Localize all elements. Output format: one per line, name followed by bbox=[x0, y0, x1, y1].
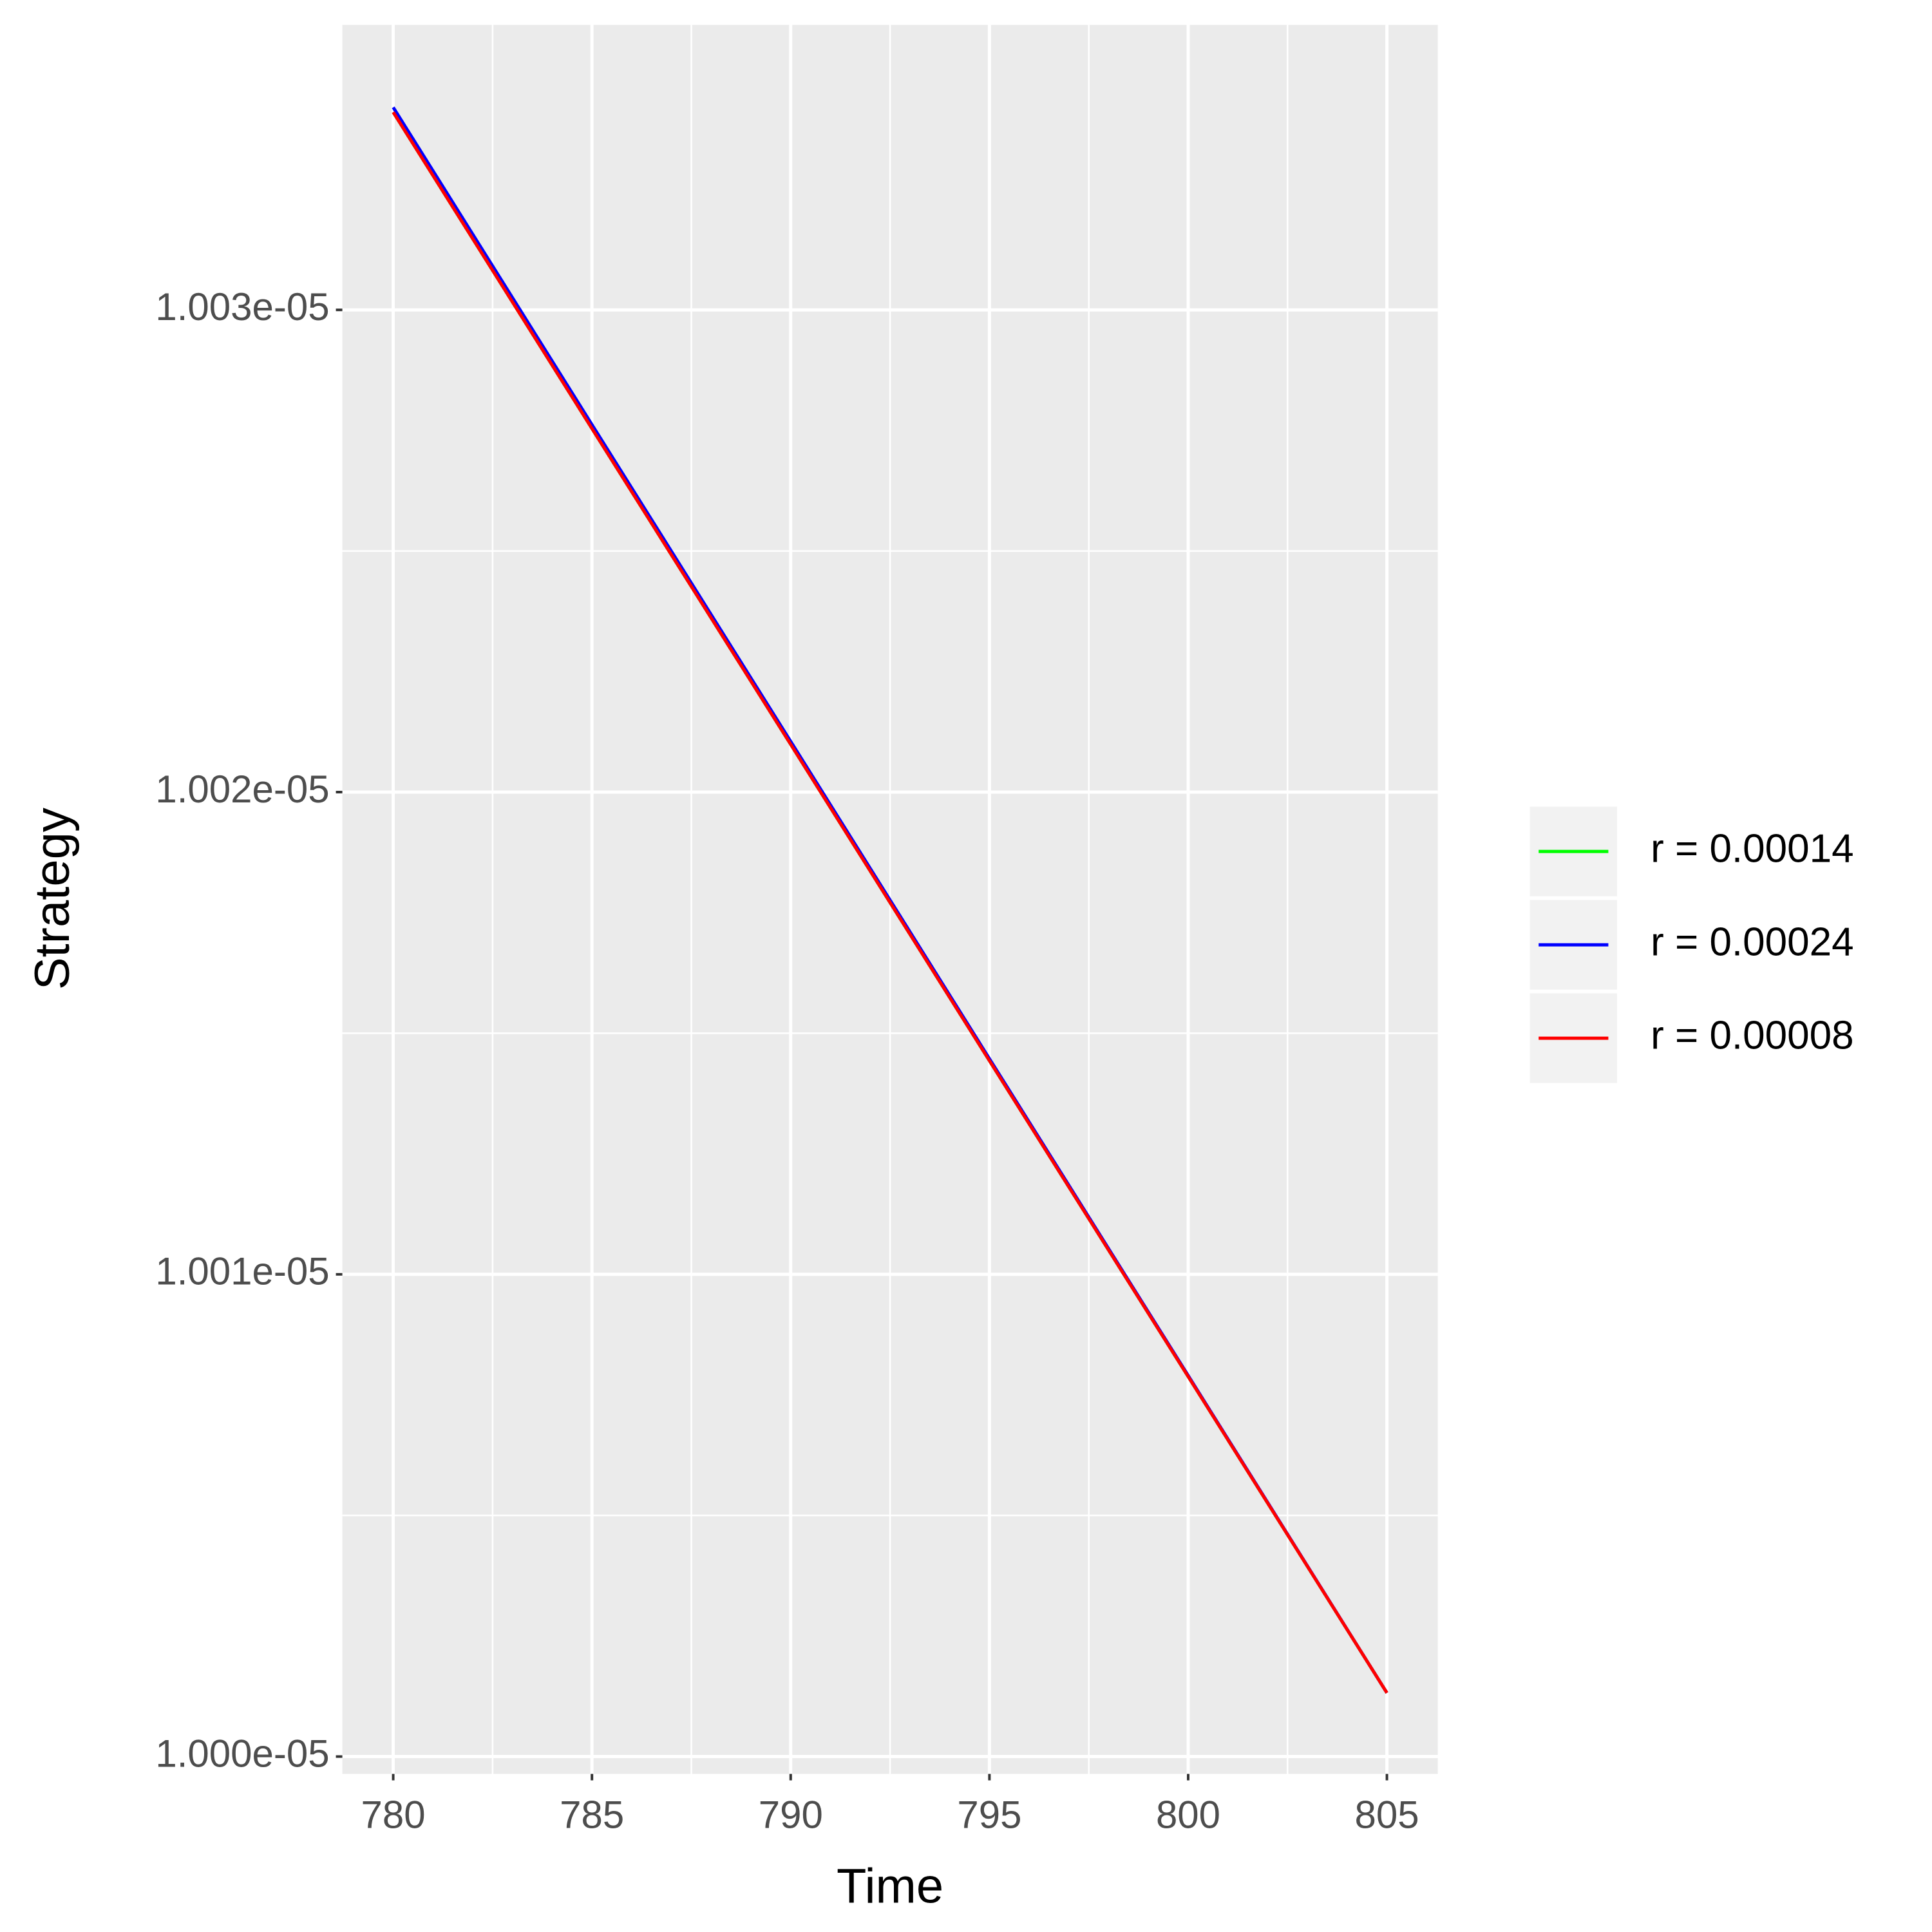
x-tick-label: 800 bbox=[1156, 1793, 1220, 1836]
x-tick-label: 790 bbox=[759, 1793, 823, 1836]
line-series bbox=[392, 111, 1388, 1694]
x-tick-label: 780 bbox=[361, 1793, 426, 1836]
x-tick-label: 785 bbox=[560, 1793, 624, 1836]
legend-label: r = 0.00008 bbox=[1651, 1013, 1853, 1057]
x-tick-label: 805 bbox=[1355, 1793, 1419, 1836]
y-tick-label: 1.001e-05 bbox=[155, 1250, 329, 1293]
x-tick-label: 795 bbox=[957, 1793, 1021, 1836]
y-tick-label: 1.000e-05 bbox=[155, 1732, 329, 1775]
legend-label: r = 0.00024 bbox=[1651, 920, 1853, 965]
legend-label: r = 0.00014 bbox=[1651, 827, 1853, 871]
y-tick-label: 1.002e-05 bbox=[155, 768, 329, 811]
x-axis-title: Time bbox=[837, 1859, 943, 1913]
y-axis-title: Strategy bbox=[25, 808, 80, 990]
y-tick-label: 1.003e-05 bbox=[155, 285, 329, 328]
